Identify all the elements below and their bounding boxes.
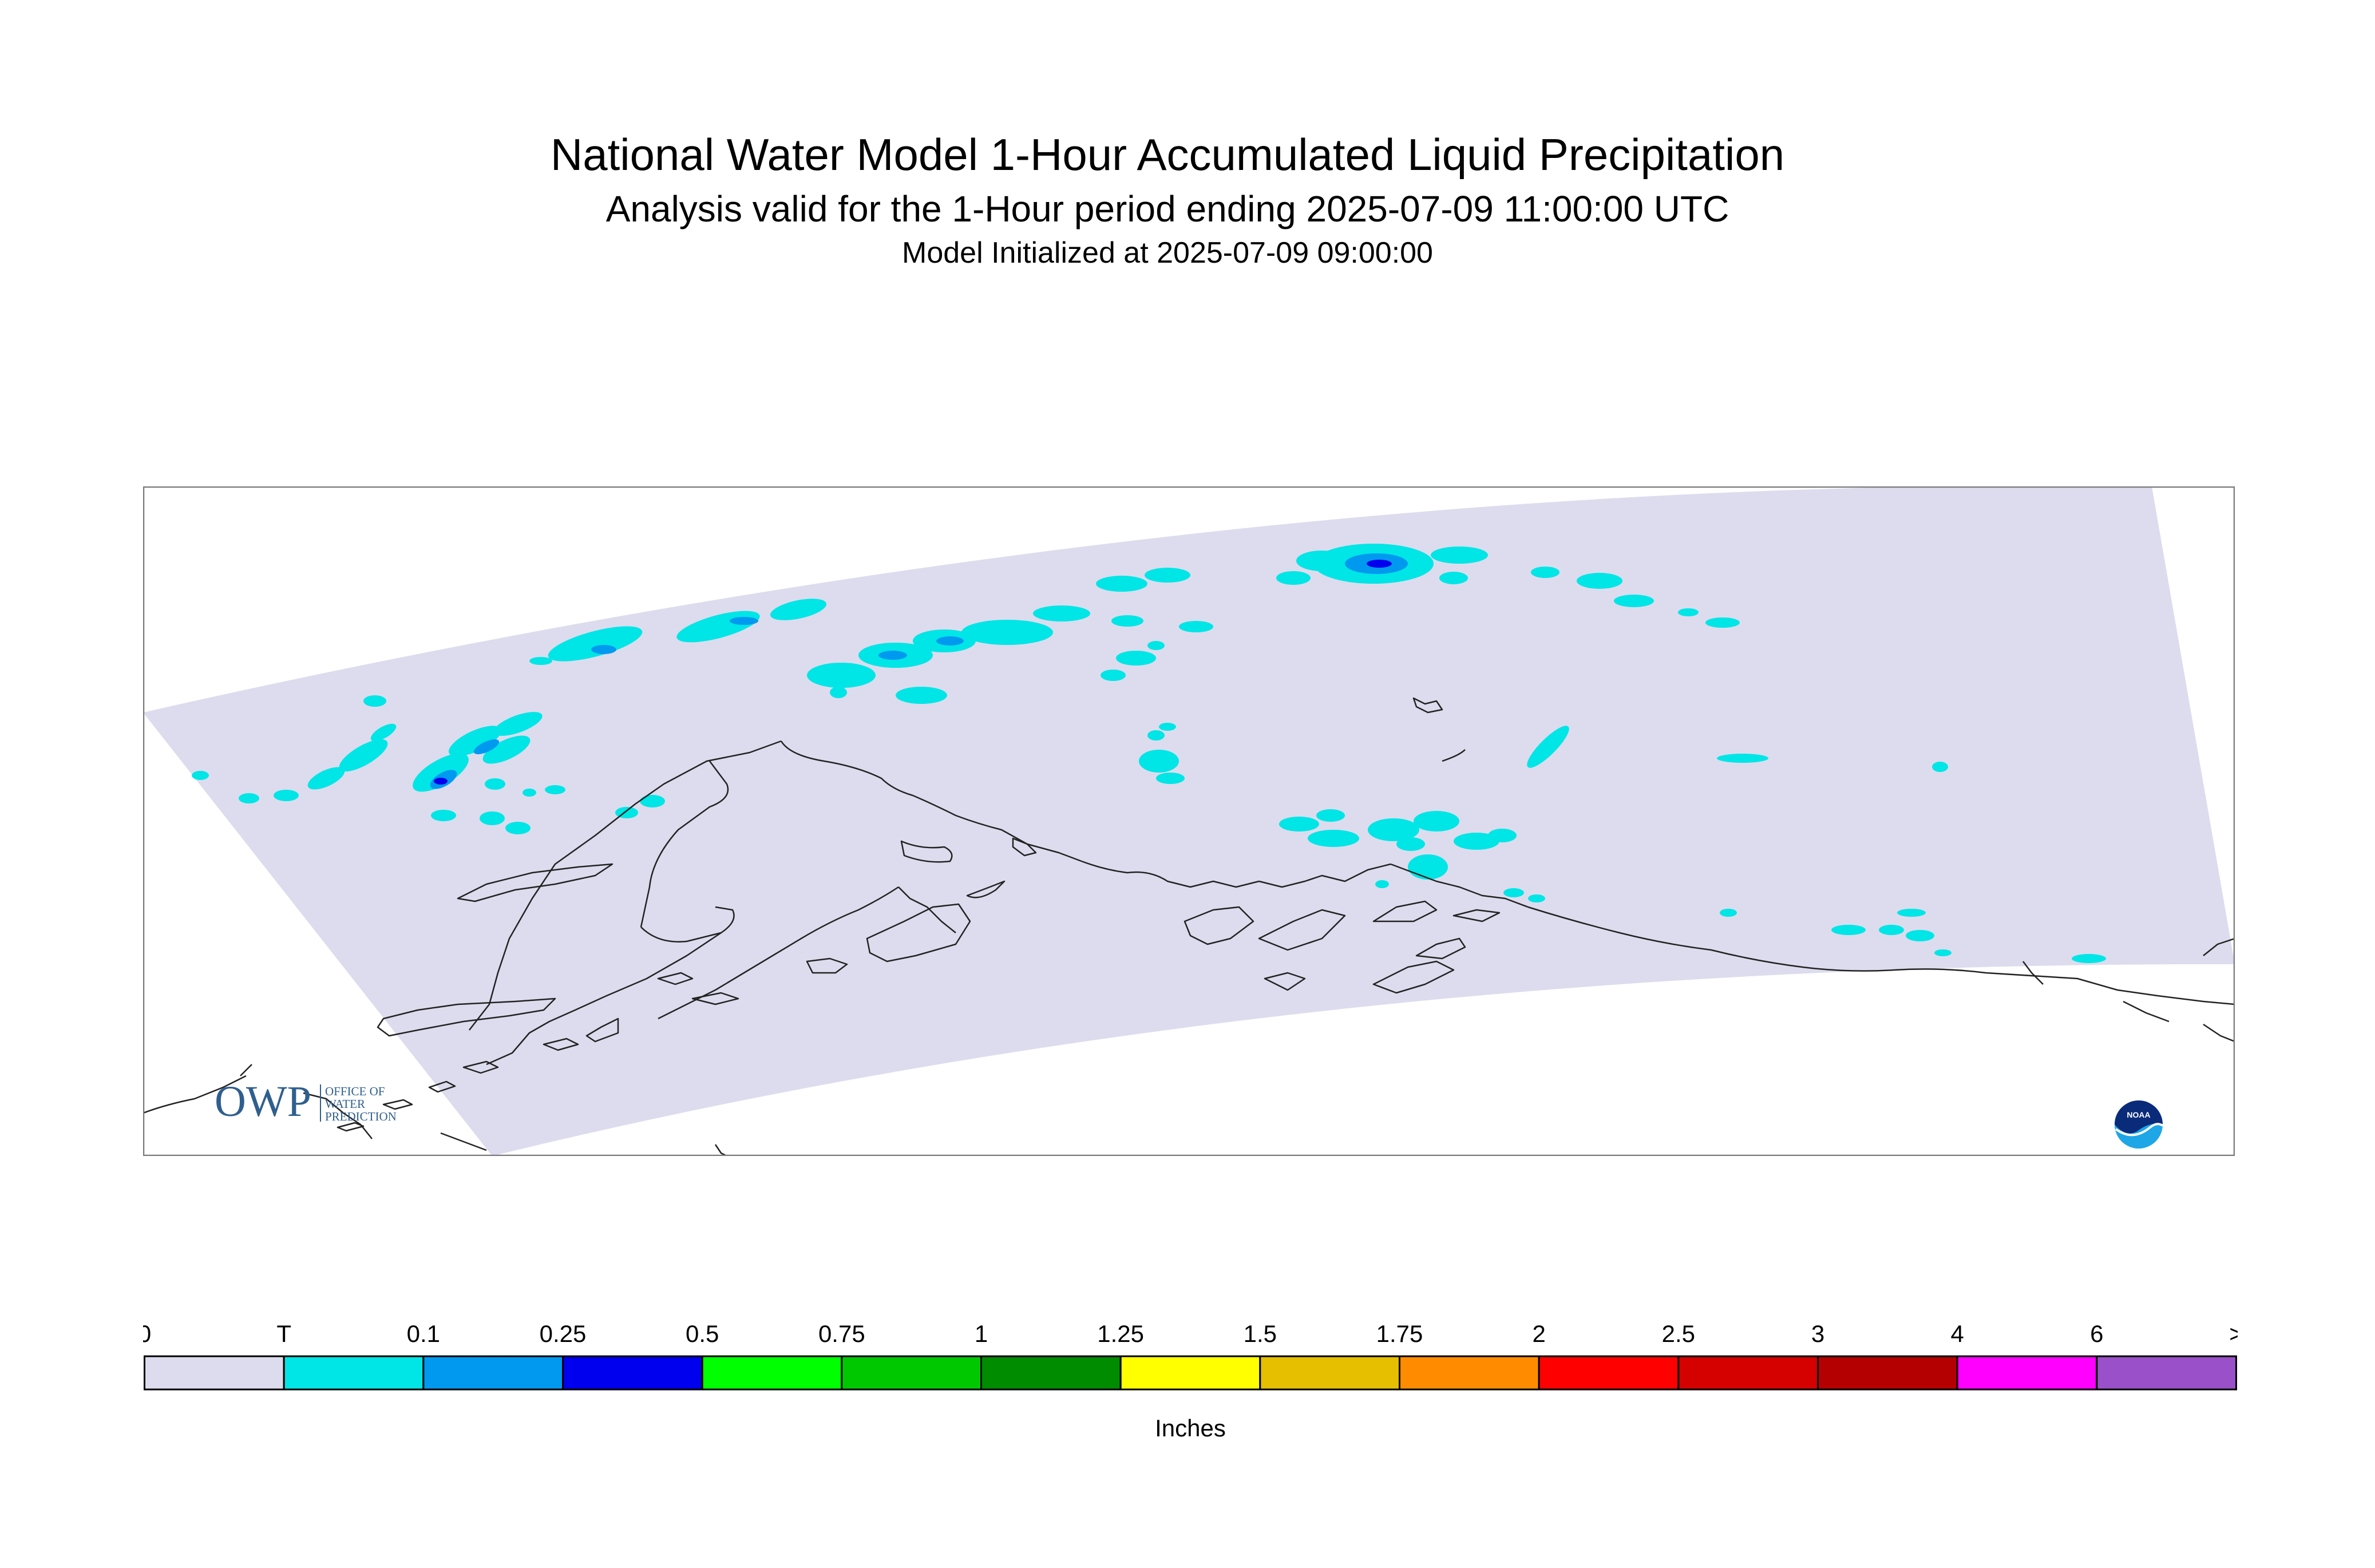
coastlines [143, 697, 2235, 1156]
colorbar-label: 6 [2090, 1320, 2103, 1347]
colorbar-label: 1.75 [1376, 1320, 1423, 1347]
colorbar-swatch [1538, 1355, 1680, 1391]
colorbar-label: 1.25 [1097, 1320, 1144, 1347]
colorbar-swatch [144, 1355, 285, 1391]
colorbar-label: 0.75 [818, 1320, 865, 1347]
colorbar-label: 4 [1950, 1320, 1964, 1347]
precipitation-map: OWP OFFICE OF WATER PREDICTION NOAA [143, 486, 2235, 1156]
owp-logo-mark: OWP [215, 1078, 311, 1126]
colorbar-label: > [2229, 1320, 2238, 1347]
model-domain [143, 486, 2235, 1156]
colorbar-label: 0.1 [407, 1320, 440, 1347]
owp-logo-line-2: WATER [325, 1097, 365, 1111]
colorbar-label: 2 [1532, 1320, 1545, 1347]
colorbar-swatch [841, 1355, 983, 1391]
colorbar-swatch [701, 1355, 843, 1391]
noaa-logo-text: NOAA [2127, 1110, 2150, 1119]
colorbar-swatch [283, 1355, 425, 1391]
model-init-line: Model Initialized at 2025-07-09 09:00:00 [902, 236, 1433, 270]
colorbar-swatch [1677, 1355, 1819, 1391]
map-frame [143, 486, 2235, 1156]
owp-logo-line-1: OFFICE OF [325, 1084, 385, 1098]
colorbar-legend: 0 T 0.1 0.25 0.5 0.75 1 1.25 1.5 1.75 2 2.5 3 4 6 > Inc… [143, 1320, 2238, 1442]
colorbar-label: 1 [975, 1320, 988, 1347]
owp-logo-line-3: PREDICTION [325, 1110, 397, 1123]
colorbar-label: 1.5 [1244, 1320, 1277, 1347]
title-block: National Water Model 1-Hour Accumulated … [0, 126, 2335, 271]
colorbar-label: 2.5 [1662, 1320, 1695, 1347]
colorbar-label: 0 [143, 1320, 151, 1347]
colorbar-label: 0.5 [686, 1320, 719, 1347]
colorbar-swatch [422, 1355, 564, 1391]
colorbar-swatch [1956, 1355, 2098, 1391]
noaa-logo-icon: NOAA [2115, 1100, 2164, 1149]
colorbar-label: 0.25 [540, 1320, 587, 1347]
colorbar-labels: 0 T 0.1 0.25 0.5 0.75 1 1.25 1.5 1.75 2 2.5 3 4 6 > [143, 1320, 2238, 1347]
colorbar-swatch [1817, 1355, 1958, 1391]
colorbar-swatch [1259, 1355, 1401, 1391]
colorbar-label: T [276, 1320, 291, 1347]
owp-logo: OWP OFFICE OF WATER PREDICTION [215, 1078, 397, 1126]
precip-moderate [434, 560, 1392, 785]
colorbar-swatch [562, 1355, 703, 1391]
colorbar-swatches [144, 1355, 2237, 1391]
colorbar-swatch [980, 1355, 1122, 1391]
colorbar-swatch [1119, 1355, 1261, 1391]
map-subtitle: Analysis valid for the 1-Hour period end… [605, 188, 1729, 229]
colorbar-label: 3 [1811, 1320, 1824, 1347]
colorbar-swatch [2096, 1355, 2237, 1391]
legend-title: Inches [1155, 1415, 1226, 1442]
colorbar-swatch [1399, 1355, 1540, 1391]
map-title: National Water Model 1-Hour Accumulated … [550, 129, 1785, 180]
